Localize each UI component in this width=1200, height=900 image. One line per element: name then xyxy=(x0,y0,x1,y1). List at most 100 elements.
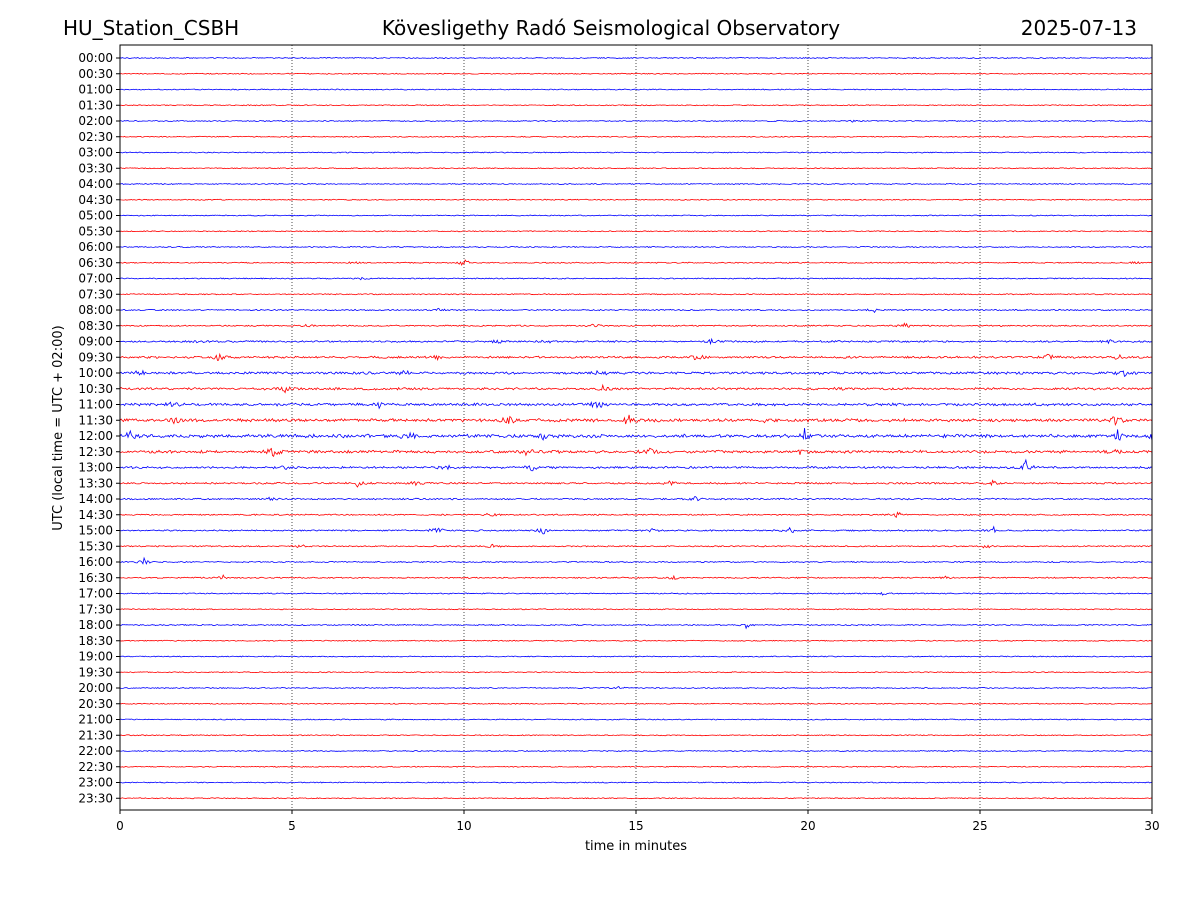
trace-0130 xyxy=(119,104,1153,107)
trace-1130 xyxy=(119,414,1153,427)
trace-0500 xyxy=(119,214,1153,217)
trace-0730 xyxy=(119,293,1153,296)
trace-1330 xyxy=(119,479,1153,488)
y-tick-label: 14:00 xyxy=(78,492,113,506)
y-tick-label: 00:00 xyxy=(78,51,113,65)
x-tick-label: 15 xyxy=(628,819,643,833)
y-tick-label: 11:30 xyxy=(78,413,113,427)
x-tick-label: 20 xyxy=(800,819,815,833)
trace-1700 xyxy=(119,591,1153,596)
observatory-title: Kövesligethy Radó Seismological Observat… xyxy=(382,16,840,40)
trace-0300 xyxy=(119,151,1153,154)
y-tick-label: 22:00 xyxy=(78,744,113,758)
y-tick-label: 10:00 xyxy=(78,366,113,380)
y-tick-label: 00:30 xyxy=(78,67,113,81)
y-tick-label: 14:30 xyxy=(78,508,113,522)
trace-0430 xyxy=(119,198,1153,201)
x-tick-label: 30 xyxy=(1144,819,1159,833)
y-axis-label: UTC (local time = UTC + 02:00) xyxy=(51,325,66,530)
trace-1730 xyxy=(119,608,1153,611)
trace-group xyxy=(119,57,1153,800)
y-tick-label: 05:30 xyxy=(78,224,113,238)
x-tick-label: 25 xyxy=(972,819,987,833)
y-tick-label: 23:30 xyxy=(78,791,113,805)
trace-1830 xyxy=(119,639,1153,642)
trace-0000 xyxy=(119,57,1153,60)
y-tick-label: 18:30 xyxy=(78,634,113,648)
y-tick-label: 12:00 xyxy=(78,429,113,443)
trace-0330 xyxy=(119,167,1153,170)
trace-0200 xyxy=(119,119,1153,123)
y-tick-label: 03:30 xyxy=(78,161,113,175)
trace-0800 xyxy=(119,307,1153,314)
x-axis-label: time in minutes xyxy=(585,839,687,854)
trace-1930 xyxy=(119,671,1153,674)
trace-0630 xyxy=(119,259,1153,267)
trace-2130 xyxy=(119,734,1153,737)
y-tick-label: 09:30 xyxy=(78,350,113,364)
trace-1100 xyxy=(119,401,1153,410)
trace-1430 xyxy=(119,511,1153,518)
trace-1800 xyxy=(119,623,1153,630)
y-tick-label: 07:30 xyxy=(78,287,113,301)
y-tick-label: 04:30 xyxy=(78,193,113,207)
y-tick-label: 10:30 xyxy=(78,382,113,396)
trace-2230 xyxy=(119,765,1153,768)
y-tick-label: 02:30 xyxy=(78,130,113,144)
trace-2030 xyxy=(119,702,1153,705)
trace-0030 xyxy=(119,72,1153,75)
trace-1300 xyxy=(119,458,1153,472)
y-tick-label: 13:00 xyxy=(78,461,113,475)
trace-2330 xyxy=(119,797,1153,800)
trace-0900 xyxy=(119,337,1153,346)
trace-0530 xyxy=(119,230,1153,233)
y-tick-label: 22:30 xyxy=(78,760,113,774)
trace-0930 xyxy=(119,352,1153,362)
trace-0230 xyxy=(119,135,1153,138)
y-tick-label: 16:30 xyxy=(78,571,113,585)
trace-2200 xyxy=(119,750,1153,752)
y-tick-label: 19:00 xyxy=(78,650,113,664)
y-tick-label: 03:00 xyxy=(78,146,113,160)
y-tick-label: 08:30 xyxy=(78,319,113,333)
y-tick-label: 21:00 xyxy=(78,713,113,727)
trace-1630 xyxy=(119,574,1153,581)
y-tick-label: 01:30 xyxy=(78,98,113,112)
x-tick-label: 5 xyxy=(288,819,296,833)
y-tick-label: 20:00 xyxy=(78,681,113,695)
plot-frame xyxy=(119,44,1153,811)
y-tick-label: 02:00 xyxy=(78,114,113,128)
x-tick-label: 10 xyxy=(456,819,471,833)
y-tick-label: 17:30 xyxy=(78,602,113,616)
y-tick-label: 06:00 xyxy=(78,240,113,254)
y-tick-label: 15:30 xyxy=(78,539,113,553)
trace-1600 xyxy=(119,556,1153,565)
y-tick-label: 06:30 xyxy=(78,256,113,270)
y-tick-label: 08:00 xyxy=(78,303,113,317)
trace-1200 xyxy=(119,427,1153,441)
trace-0400 xyxy=(119,183,1153,185)
y-tick-label: 11:00 xyxy=(78,398,113,412)
y-tick-label: 16:00 xyxy=(78,555,113,569)
y-tick-label: 20:30 xyxy=(78,697,113,711)
y-tick-label: 05:00 xyxy=(78,209,113,223)
y-tick-label: 07:00 xyxy=(78,272,113,286)
station-title: HU_Station_CSBH xyxy=(63,16,239,40)
trace-1030 xyxy=(119,383,1153,394)
y-tick-label: 04:00 xyxy=(78,177,113,191)
date-title: 2025-07-13 xyxy=(1021,16,1137,40)
trace-2100 xyxy=(119,718,1153,721)
trace-0830 xyxy=(119,322,1153,328)
y-tick-label: 09:00 xyxy=(78,335,113,349)
y-tick-label: 21:30 xyxy=(78,728,113,742)
trace-2300 xyxy=(119,781,1153,784)
trace-0100 xyxy=(119,88,1153,91)
y-tick-label: 23:00 xyxy=(78,776,113,790)
y-tick-label: 17:00 xyxy=(78,587,113,601)
trace-1000 xyxy=(119,369,1153,378)
y-tick-label: 18:00 xyxy=(78,618,113,632)
y-tick-label: 15:00 xyxy=(78,524,113,538)
